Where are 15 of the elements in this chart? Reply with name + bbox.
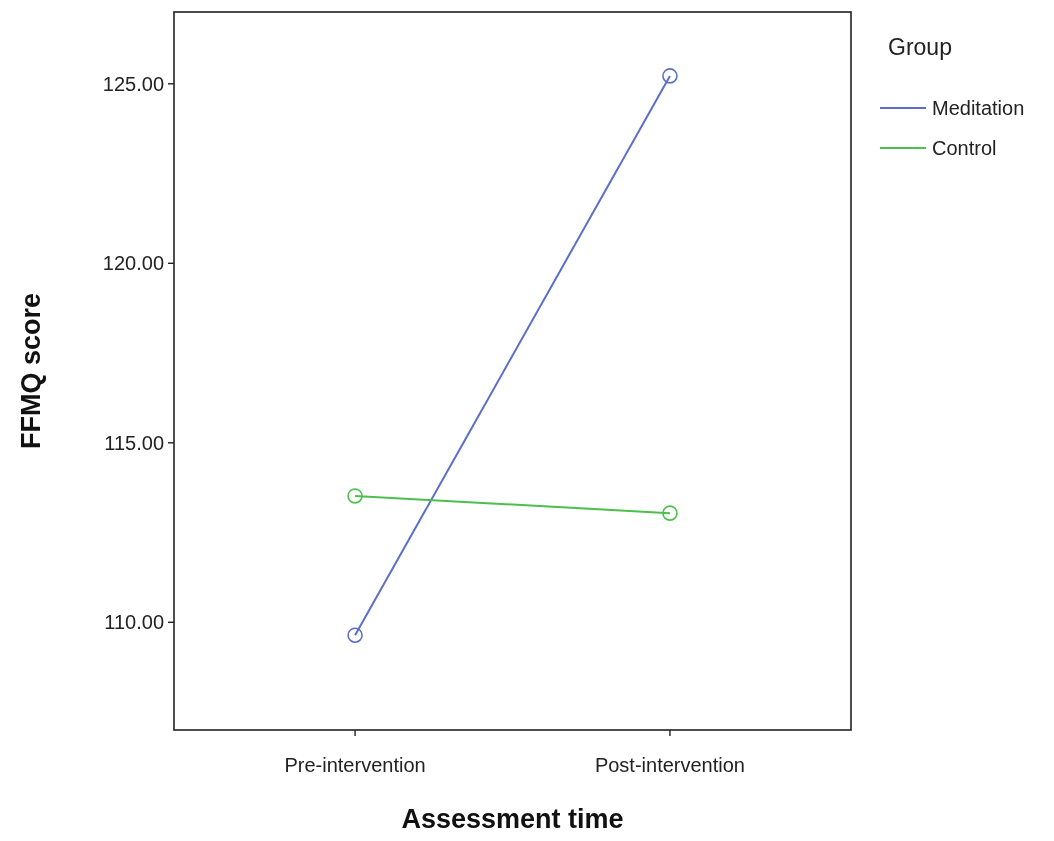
- point: [662, 68, 678, 84]
- legend-title: Group: [888, 34, 952, 60]
- x-axis-title: Assessment time: [401, 804, 624, 834]
- y-tick-label: 120.00: [102, 252, 164, 275]
- point: [662, 505, 678, 521]
- x-tick-label: Pre-intervention: [284, 754, 426, 776]
- point: [347, 627, 363, 644]
- x-tick-label: Post-intervention: [594, 754, 745, 776]
- y-tick-label: 110.00: [104, 611, 164, 634]
- y-tick-label: 125.00: [102, 72, 164, 95]
- y-tick-label: 115.00: [104, 431, 164, 454]
- y-axis-title: FFMQ score: [16, 292, 46, 450]
- point: [347, 488, 363, 504]
- legend-label: Meditation: [932, 97, 1025, 119]
- legend-label: Control: [932, 137, 997, 159]
